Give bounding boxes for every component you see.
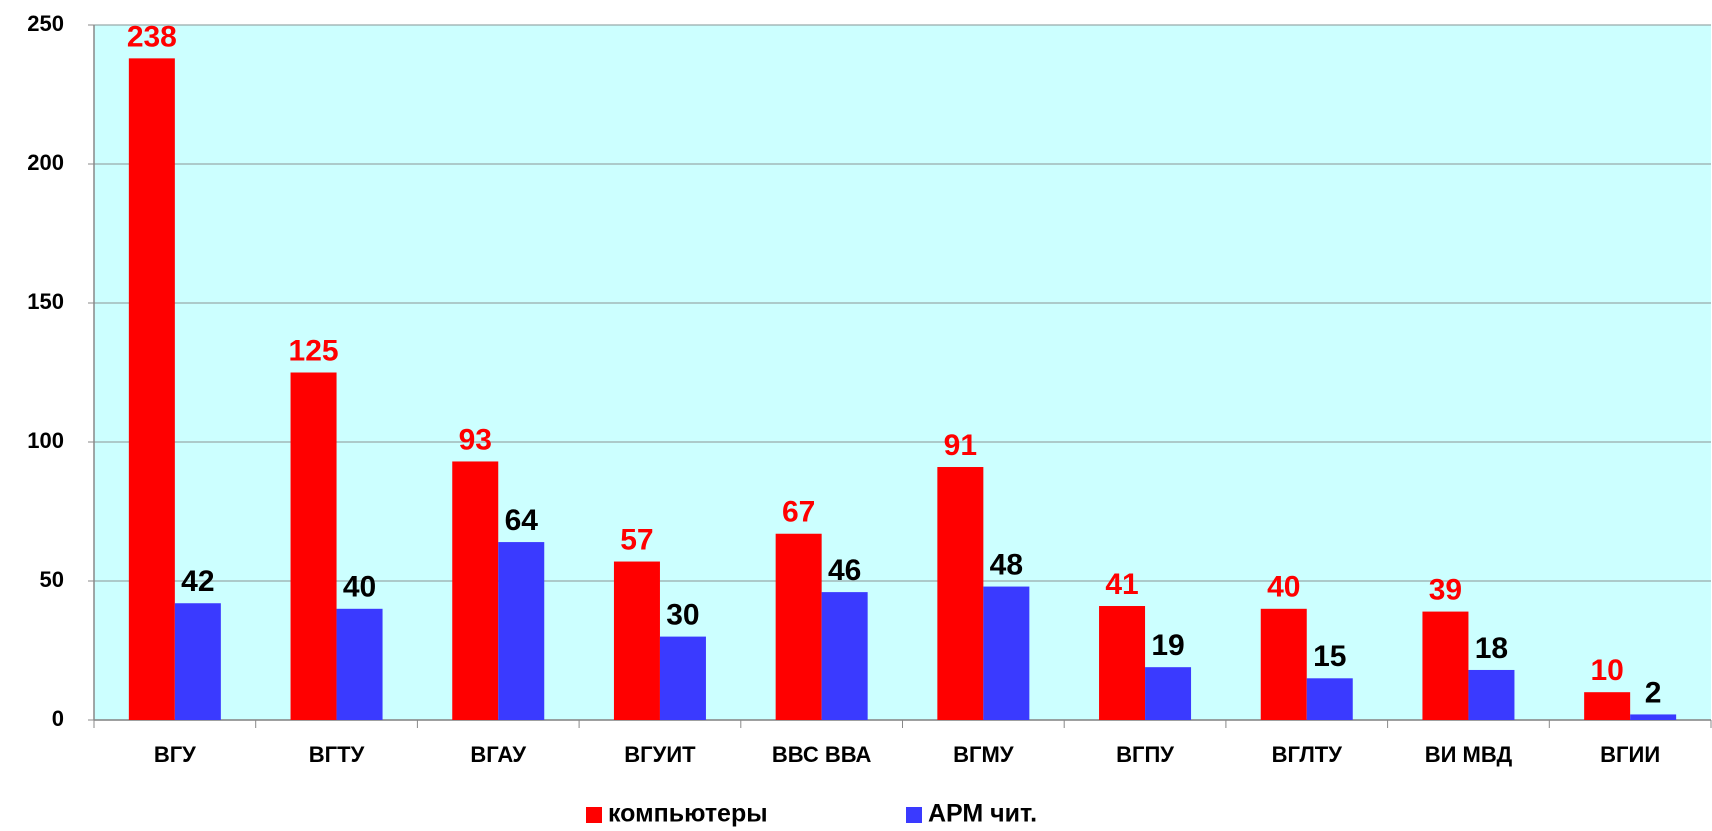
- x-tick-label: ВГМУ: [953, 742, 1014, 767]
- legend-swatch: [586, 807, 602, 823]
- bar: [937, 467, 984, 720]
- data-label: 238: [127, 20, 177, 53]
- x-tick-label: ВГАУ: [470, 742, 526, 767]
- bar: [821, 592, 868, 720]
- plot-area: [94, 25, 1711, 720]
- data-label: 19: [1151, 629, 1184, 662]
- y-tick-label: 200: [27, 150, 64, 175]
- data-label: 42: [181, 565, 214, 598]
- bar: [452, 461, 499, 720]
- bar: [498, 542, 545, 720]
- data-label: 40: [343, 571, 376, 604]
- x-tick-label: ВГИИ: [1600, 742, 1660, 767]
- y-tick-label: 100: [27, 428, 64, 453]
- bar: [613, 561, 660, 720]
- x-tick-label: ВВС ВВА: [772, 742, 872, 767]
- data-label: 46: [828, 554, 861, 587]
- y-tick-label: 250: [27, 11, 64, 36]
- bar: [1422, 611, 1469, 720]
- x-tick-label: ВГТУ: [309, 742, 365, 767]
- data-label: 10: [1590, 654, 1623, 687]
- data-label: 93: [459, 423, 492, 456]
- data-label: 40: [1267, 571, 1300, 604]
- data-label: 125: [289, 334, 339, 367]
- data-label: 39: [1429, 574, 1462, 607]
- data-label: 57: [620, 523, 653, 556]
- bar: [1099, 606, 1146, 720]
- legend-swatch: [906, 807, 922, 823]
- bar: [1584, 692, 1631, 720]
- data-label: 91: [944, 429, 977, 462]
- bar: [336, 608, 383, 720]
- data-label: 30: [666, 599, 699, 632]
- x-tick-label: ВГЛТУ: [1272, 742, 1343, 767]
- legend-label: АРМ чит.: [928, 800, 1037, 828]
- bar: [128, 58, 175, 721]
- data-label: 41: [1105, 568, 1138, 601]
- x-tick-label: ВГПУ: [1116, 742, 1174, 767]
- bar: [290, 372, 337, 720]
- bar: [1630, 714, 1677, 720]
- x-tick-label: ВГУ: [154, 742, 196, 767]
- bar: [1306, 678, 1353, 720]
- legend-label: компьютеры: [608, 800, 768, 828]
- bar: [983, 586, 1030, 720]
- x-tick-label: ВГУИТ: [624, 742, 696, 767]
- data-label: 18: [1475, 632, 1508, 665]
- bar: [1260, 608, 1307, 720]
- bar: [659, 636, 706, 720]
- data-label: 48: [990, 548, 1023, 581]
- data-label: 64: [505, 504, 539, 537]
- y-tick-label: 150: [27, 289, 64, 314]
- data-label: 67: [782, 496, 815, 529]
- data-label: 15: [1313, 640, 1346, 673]
- bar: [775, 533, 822, 720]
- bar: [1145, 667, 1192, 720]
- y-tick-label: 50: [40, 567, 64, 592]
- y-tick-label: 0: [52, 706, 64, 731]
- bar: [1468, 669, 1515, 720]
- x-tick-label: ВИ МВД: [1425, 742, 1513, 767]
- data-label: 2: [1645, 676, 1662, 709]
- bar: [174, 603, 221, 720]
